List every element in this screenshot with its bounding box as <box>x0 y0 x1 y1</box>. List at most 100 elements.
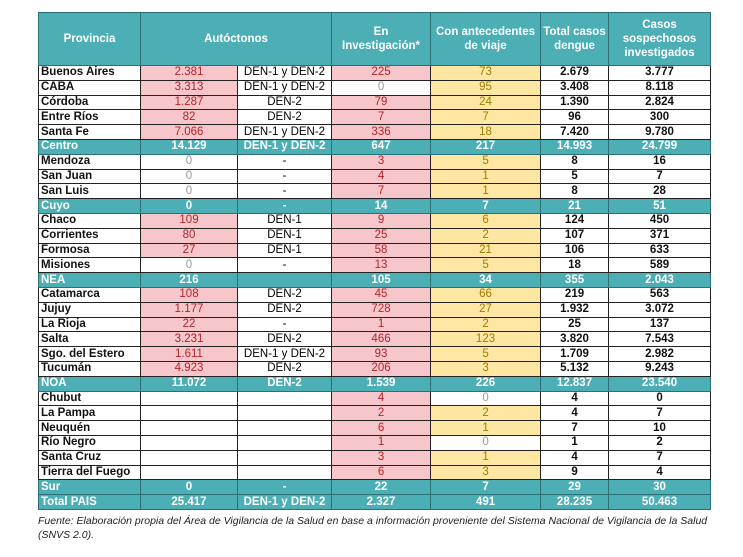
cell-autoctonos: 0 <box>140 153 238 170</box>
cell-investigacion: 45 <box>331 286 432 303</box>
table-row: Chubut 4 0 4 0 <box>38 390 712 407</box>
cell-sospechosos: 10 <box>608 420 712 436</box>
cell-investigacion: 25 <box>331 227 432 244</box>
cell-provincia: NOA <box>38 375 141 392</box>
cell-provincia: Santa Fe <box>38 124 141 140</box>
cell-provincia: Chaco <box>38 212 141 229</box>
cell-sospechosos: 8.118 <box>608 79 712 96</box>
cell-sospechosos: 24.799 <box>608 138 712 155</box>
cell-total: 96 <box>540 109 610 126</box>
cell-sospechosos: 2.043 <box>608 272 712 288</box>
cell-viaje: 27 <box>430 301 542 318</box>
cell-viaje: 5 <box>430 257 542 274</box>
cell-viaje: 7 <box>430 109 542 126</box>
cell-autoctonos: 4.923 <box>140 360 238 377</box>
cell-total: 28.235 <box>540 494 610 510</box>
cell-autoctonos: 0 <box>140 198 238 214</box>
cell-provincia: Tucumán <box>38 360 141 377</box>
cell-investigacion: 6 <box>331 464 432 481</box>
cell-viaje: 1 <box>430 168 542 185</box>
cell-serotipo: DEN-1 y DEN-2 <box>236 65 333 81</box>
cell-sospechosos: 7 <box>608 449 712 466</box>
table-row: Entre Ríos 82 DEN-2 7 7 96 300 <box>38 109 712 126</box>
cell-investigacion: 206 <box>331 360 432 377</box>
cell-viaje: 21 <box>430 242 542 259</box>
cell-total: 107 <box>540 227 610 244</box>
cell-serotipo: DEN-2 <box>236 286 333 303</box>
table-row: Santa Cruz 3 1 4 7 <box>38 449 712 466</box>
cell-viaje: 73 <box>430 65 542 81</box>
cell-sospechosos: 3.072 <box>608 301 712 318</box>
cell-provincia: Sur <box>38 479 141 496</box>
cell-serotipo: - <box>236 168 333 185</box>
table-body: Buenos Aires 2.381 DEN-1 y DEN-2 225 73 2.679… <box>38 65 712 510</box>
cell-serotipo: DEN-1 y DEN-2 <box>236 346 333 362</box>
cell-total: 355 <box>540 272 610 288</box>
cell-investigacion: 58 <box>331 242 432 259</box>
cell-autoctonos: 82 <box>140 109 238 126</box>
cell-autoctonos: 14.129 <box>140 138 238 155</box>
cell-autoctonos <box>140 434 238 451</box>
cell-investigacion: 4 <box>331 168 432 185</box>
header-investigacion: En Investigación* <box>331 12 432 66</box>
cell-serotipo: - <box>236 183 333 200</box>
cell-serotipo <box>236 434 333 451</box>
cell-provincia: Jujuy <box>38 301 141 318</box>
cell-total: 7.420 <box>540 124 610 140</box>
cell-viaje: 6 <box>430 212 542 229</box>
cell-serotipo <box>236 464 333 481</box>
cell-viaje: 2 <box>430 227 542 244</box>
cell-viaje: 5 <box>430 346 542 362</box>
table-row: Santa Fe 7.066 DEN-1 y DEN-2 336 18 7.420 9.78… <box>38 124 712 140</box>
cell-investigacion: 728 <box>331 301 432 318</box>
cell-sospechosos: 9.243 <box>608 360 712 377</box>
cell-autoctonos: 25.417 <box>140 494 238 510</box>
cell-sospechosos: 28 <box>608 183 712 200</box>
cell-provincia: Misiones <box>38 257 141 274</box>
cell-investigacion: 1 <box>331 434 432 451</box>
cell-provincia: NEA <box>38 272 141 288</box>
cell-sospechosos: 589 <box>608 257 712 274</box>
cell-total: 5.132 <box>540 360 610 377</box>
cell-serotipo: DEN-1 y DEN-2 <box>236 138 333 155</box>
cell-serotipo: DEN-2 <box>236 331 333 348</box>
table-row: Catamarca 108 DEN-2 45 66 219 563 <box>38 286 712 303</box>
cell-provincia: San Juan <box>38 168 141 185</box>
table-row: Neuquén 6 1 7 10 <box>38 420 712 436</box>
cell-total: 2.679 <box>540 65 610 81</box>
cell-provincia: La Rioja <box>38 316 141 333</box>
cell-autoctonos: 27 <box>140 242 238 259</box>
cell-investigacion: 4 <box>331 390 432 407</box>
cell-autoctonos: 216 <box>140 272 238 288</box>
cell-viaje: 66 <box>430 286 542 303</box>
cell-investigacion: 7 <box>331 109 432 126</box>
cell-serotipo: DEN-1 <box>236 242 333 259</box>
cell-provincia: Chubut <box>38 390 141 407</box>
cell-viaje: 3 <box>430 360 542 377</box>
cell-autoctonos: 11.072 <box>140 375 238 392</box>
cell-investigacion: 1.539 <box>331 375 432 392</box>
cell-total: 7 <box>540 420 610 436</box>
cell-provincia: San Luis <box>38 183 141 200</box>
cell-provincia: Buenos Aires <box>38 65 141 81</box>
cell-total: 9 <box>540 464 610 481</box>
cell-viaje: 1 <box>430 449 542 466</box>
cell-investigacion: 2.327 <box>331 494 432 510</box>
cell-autoctonos: 7.066 <box>140 124 238 140</box>
table-row: CABA 3.313 DEN-1 y DEN-2 0 95 3.408 8.118 <box>38 79 712 96</box>
cell-investigacion: 6 <box>331 420 432 436</box>
table-row: Río Negro 1 0 1 2 <box>38 434 712 451</box>
cell-total: 4 <box>540 390 610 407</box>
region-subtotal-row: NOA 11.072 DEN-2 1.539 226 12.837 23.540 <box>38 375 712 392</box>
cell-viaje: 217 <box>430 138 542 155</box>
cell-investigacion: 22 <box>331 479 432 496</box>
cell-viaje: 0 <box>430 434 542 451</box>
cell-total: 3.408 <box>540 79 610 96</box>
cell-sospechosos: 9.780 <box>608 124 712 140</box>
table-row: Misiones 0-13 5 18 589 <box>38 257 712 274</box>
table-row: Tucumán 4.923 DEN-2 206 3 5.132 9.243 <box>38 360 712 377</box>
cell-provincia: Entre Ríos <box>38 109 141 126</box>
table-row: Jujuy 1.177 DEN-2 728 27 1.932 3.072 <box>38 301 712 318</box>
cell-investigacion: 466 <box>331 331 432 348</box>
cell-serotipo: - <box>236 153 333 170</box>
